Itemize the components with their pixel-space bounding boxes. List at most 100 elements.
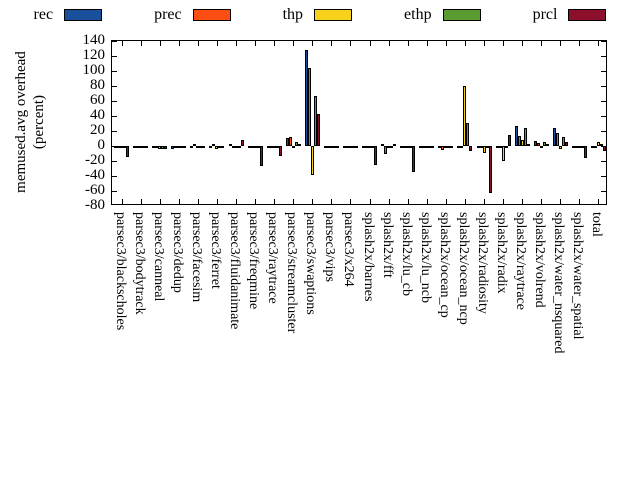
bar-thp <box>463 86 466 146</box>
bar-prcl <box>374 146 377 165</box>
bar-rec <box>400 146 403 148</box>
legend-item-ethp: ethp <box>404 7 481 23</box>
x-tick-label: parsec3/streamcluster <box>284 212 299 334</box>
x-axis-tick <box>465 41 466 46</box>
bar-rec <box>267 146 270 148</box>
bar-prcl <box>126 146 129 157</box>
x-axis-tick <box>503 199 504 204</box>
bar-prec <box>556 133 559 146</box>
bar-ethp <box>257 146 260 148</box>
legend-label-prec: prec <box>154 6 182 23</box>
y-tick-label: 40 <box>90 107 105 123</box>
y-axis-tick <box>601 41 606 42</box>
bar-thp <box>273 146 276 148</box>
y-tick-label: -80 <box>85 197 105 213</box>
legend-item-prec: prec <box>154 7 231 23</box>
bar-prcl <box>450 146 453 148</box>
y-tick-label: 0 <box>97 137 106 153</box>
x-axis-tick <box>598 199 599 204</box>
bar-rec <box>477 146 480 148</box>
x-axis-tick <box>408 41 409 46</box>
bar-rec <box>286 138 289 146</box>
x-axis-tick <box>236 199 237 204</box>
bar-ethp <box>600 144 603 146</box>
bar-rec <box>534 141 537 146</box>
bar-prcl <box>431 146 434 148</box>
y-axis-tick <box>601 116 606 117</box>
bar-prcl <box>508 135 511 146</box>
x-tick-label: parsec3/vips <box>322 212 337 282</box>
legend-swatch-rec <box>64 9 103 21</box>
x-tick-label: splash2x/fft <box>380 212 395 278</box>
x-axis-tick <box>484 199 485 204</box>
x-tick-label: parsec3/canneal <box>151 212 166 302</box>
bar-prcl <box>355 146 358 148</box>
x-axis-tick <box>160 41 161 46</box>
bar-prec <box>232 146 235 148</box>
bar-prcl <box>317 114 320 146</box>
x-axis-tick <box>179 199 180 204</box>
y-axis-tick <box>601 86 606 87</box>
bar-ethp <box>581 146 584 148</box>
bar-rec <box>572 146 575 148</box>
bar-prec <box>499 146 502 148</box>
bar-thp <box>158 146 161 149</box>
y-axis-title-line2: (percent) <box>31 94 47 150</box>
x-axis-tick <box>465 199 466 204</box>
bar-thp <box>311 146 314 175</box>
bar-prcl <box>241 140 244 146</box>
bar-prec <box>155 146 158 148</box>
y-tick-label: 120 <box>82 47 106 63</box>
x-tick-label: total <box>589 212 604 237</box>
legend-label-thp: thp <box>282 6 304 23</box>
bar-thp <box>120 146 123 148</box>
y-axis-tick <box>601 204 606 205</box>
bar-thp <box>292 146 295 148</box>
x-tick-label: splash2x/water_spatial <box>570 212 585 340</box>
y-tick-label: -60 <box>85 182 105 198</box>
y-axis-tick <box>112 86 117 87</box>
x-tick-label: parsec3/freqmine <box>246 212 261 310</box>
bar-thp <box>215 146 218 149</box>
x-axis-tick <box>198 199 199 204</box>
bar-thp <box>483 146 486 153</box>
bar-thp <box>368 146 371 148</box>
x-axis-tick <box>522 199 523 204</box>
x-axis-tick <box>560 41 561 46</box>
bar-prec <box>384 146 387 154</box>
bar-ethp <box>562 137 565 146</box>
bar-ethp <box>314 96 317 146</box>
bar-thp <box>349 146 352 148</box>
bar-rec <box>305 50 308 146</box>
bar-rec <box>515 126 518 146</box>
bar-ethp <box>161 146 164 149</box>
y-axis-tick <box>601 131 606 132</box>
x-axis-tick <box>503 41 504 46</box>
bar-prcl <box>546 144 549 146</box>
y-axis-tick <box>112 101 117 102</box>
x-axis-tick <box>350 199 351 204</box>
bar-prec <box>537 143 540 146</box>
bar-prcl <box>565 142 568 146</box>
x-axis-tick <box>255 199 256 204</box>
bar-prec <box>289 137 292 146</box>
bar-prec <box>365 146 368 148</box>
bar-ethp <box>524 128 527 146</box>
legend-label-rec: rec <box>33 6 54 23</box>
x-axis-tick <box>255 41 256 46</box>
x-tick-label: parsec3/x264 <box>341 212 356 287</box>
bar-rec <box>419 146 422 148</box>
bar-prec <box>136 146 139 148</box>
x-axis-tick <box>541 41 542 46</box>
bar-ethp <box>352 146 355 148</box>
x-tick-label: splash2x/radix <box>494 212 509 294</box>
x-axis-tick <box>370 199 371 204</box>
bar-ethp <box>238 146 241 148</box>
x-axis-tick <box>122 41 123 46</box>
bar-prec <box>308 68 311 146</box>
bar-prec <box>480 146 483 148</box>
bar-prcl <box>412 146 415 172</box>
legend-item-thp: thp <box>282 6 353 23</box>
y-tick-label: -20 <box>85 152 105 168</box>
bar-prcl <box>527 144 530 146</box>
